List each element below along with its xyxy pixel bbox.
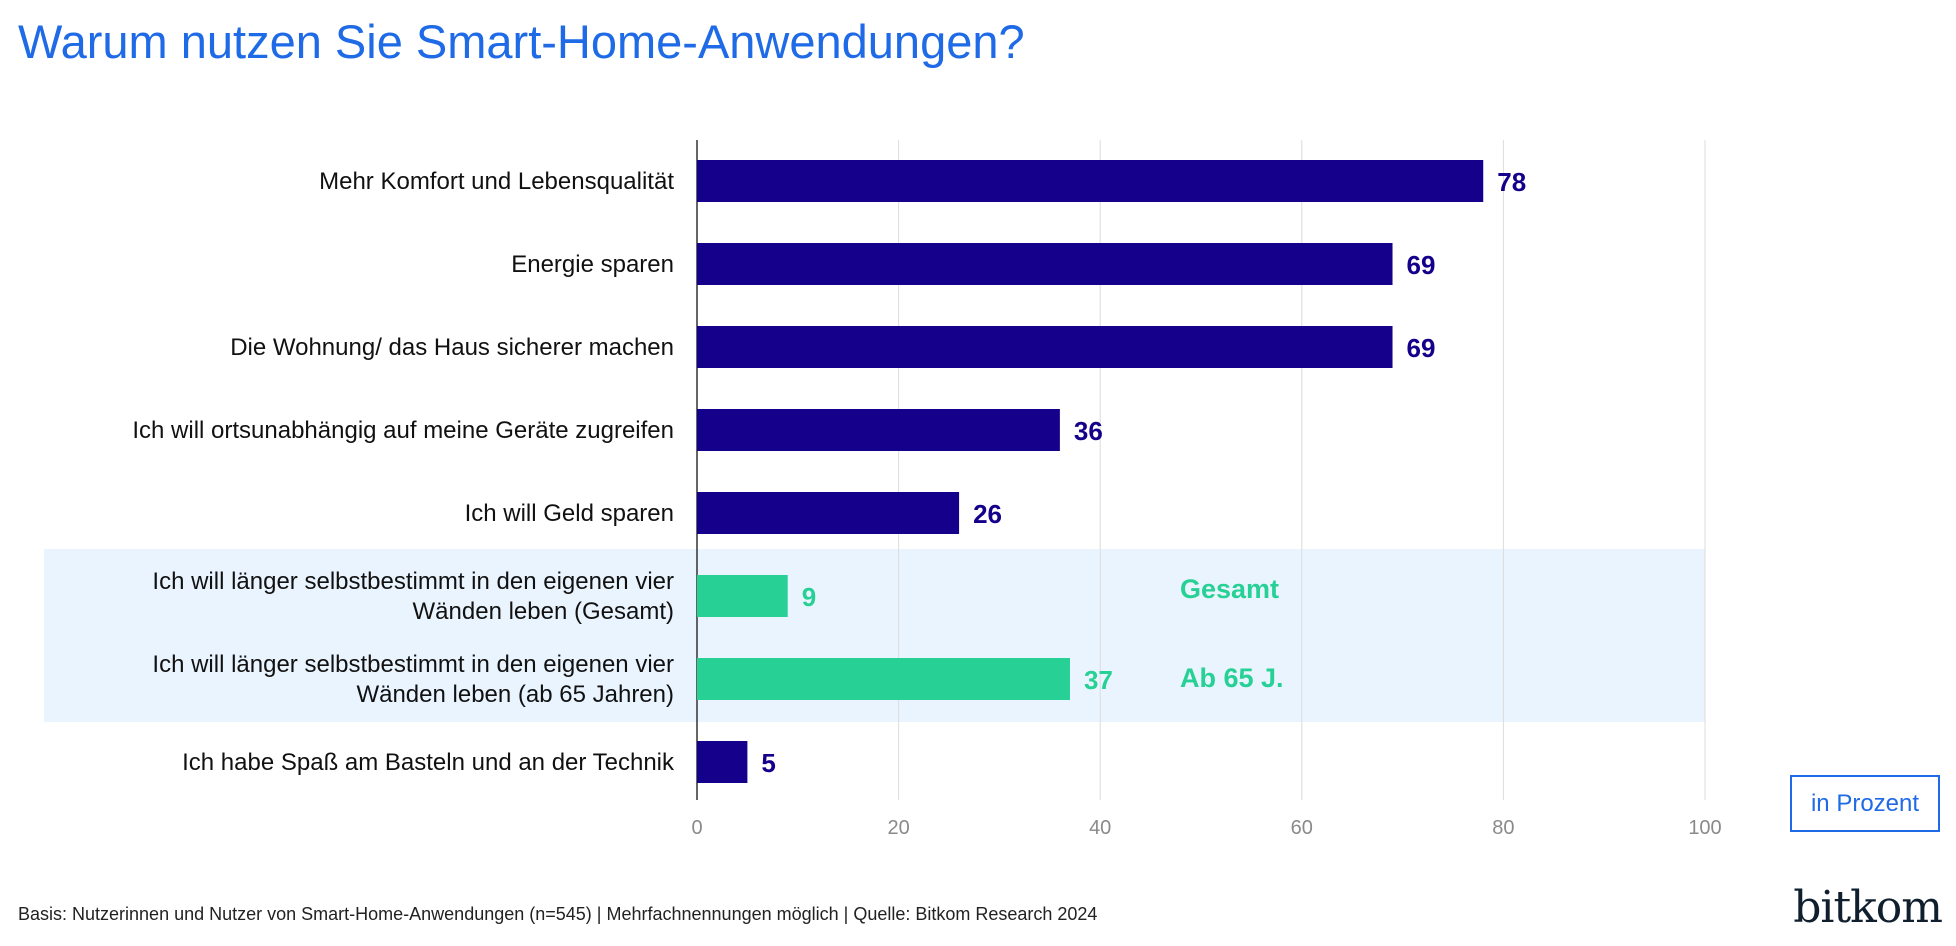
footnote: Basis: Nutzerinnen und Nutzer von Smart-…	[18, 904, 1098, 924]
category-label: Wänden leben (ab 65 Jahren)	[356, 681, 674, 708]
bar-value-label: 9	[802, 582, 816, 612]
bar	[697, 658, 1070, 700]
category-label: Wänden leben (Gesamt)	[413, 598, 674, 625]
x-tick-label: 0	[691, 817, 702, 839]
x-tick-label: 60	[1291, 817, 1313, 839]
bar	[697, 575, 788, 617]
bitkom-logo: bitkom	[1793, 882, 1943, 933]
x-tick-label: 80	[1492, 817, 1514, 839]
highlight-annotation: Gesamt	[1180, 574, 1279, 604]
bar	[697, 160, 1484, 202]
bar-chart: 0 20 40 60 80 100 78 Mehr Komfort und Lebensqua…	[44, 140, 1722, 839]
bar-value-label: 36	[1074, 416, 1103, 446]
chart-title: Warum nutzen Sie Smart-Home-Anwendungen?	[18, 15, 1025, 68]
bar-value-label: 69	[1407, 250, 1436, 280]
category-label: Die Wohnung/ das Haus sicherer machen	[230, 334, 674, 361]
category-label: Ich habe Spaß am Basteln und an der Tech…	[182, 749, 675, 776]
x-tick-label: 100	[1688, 817, 1721, 839]
bar-value-label: 37	[1084, 665, 1113, 695]
bar-value-label: 69	[1407, 333, 1436, 363]
bar	[697, 409, 1060, 451]
category-label: Ich will länger selbstbestimmt in den ei…	[152, 568, 674, 595]
bar	[697, 741, 748, 783]
category-label: Mehr Komfort und Lebensqualität	[319, 168, 674, 195]
bar-value-label: 78	[1497, 167, 1526, 197]
bar-value-label: 26	[973, 499, 1002, 529]
category-label: Ich will Geld sparen	[465, 500, 674, 527]
bar	[697, 326, 1393, 368]
bar	[697, 243, 1393, 285]
category-label: Energie sparen	[511, 251, 674, 278]
bar	[697, 492, 960, 534]
highlight-annotation: Ab 65 J.	[1180, 663, 1284, 693]
category-label: Ich will länger selbstbestimmt in den ei…	[152, 651, 674, 678]
category-label: Ich will ortsunabhängig auf meine Geräte…	[132, 417, 674, 444]
x-tick-label: 40	[1089, 817, 1111, 839]
x-tick-label: 20	[887, 817, 909, 839]
unit-badge: in Prozent	[1790, 775, 1940, 832]
bar-value-label: 5	[761, 748, 775, 778]
